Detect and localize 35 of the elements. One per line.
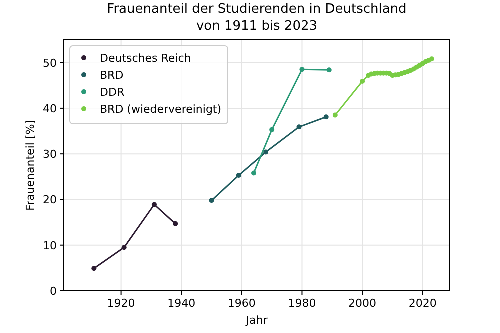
x-axis-title: Jahr [245, 314, 268, 327]
point [209, 198, 214, 204]
point [324, 114, 329, 120]
y-tick-label: 20 [43, 194, 57, 207]
y-tick-label: 10 [43, 239, 57, 252]
point [332, 112, 338, 118]
point [326, 68, 332, 73]
legend-label: BRD (wiedervereinigt) [100, 103, 222, 116]
y-tick-label: 40 [43, 102, 57, 116]
legend-label: BRD [100, 69, 124, 82]
point [92, 266, 97, 272]
point [173, 221, 178, 226]
y-axis-title: Frauenanteil [%] [24, 120, 37, 211]
y-tick-label: 50 [43, 56, 57, 70]
point [270, 127, 275, 132]
x-tick-label: 1920 [107, 297, 136, 310]
point [264, 150, 269, 155]
y-tick-label: 0 [50, 285, 57, 298]
y-tick-label: 30 [43, 148, 57, 162]
x-tick-label: 2000 [348, 297, 377, 310]
point [300, 67, 305, 72]
point [122, 245, 127, 250]
point [152, 202, 157, 208]
legend-label: Deutsches Reich [100, 52, 192, 65]
point [429, 56, 434, 62]
point [236, 173, 242, 178]
legend-label: DDR [100, 86, 125, 99]
point [296, 124, 302, 130]
x-tick-label: 1960 [228, 297, 256, 310]
point [360, 79, 366, 84]
x-tick-label: 1980 [288, 297, 316, 310]
x-tick-label: 1940 [168, 297, 196, 310]
x-tick-label: 2020 [408, 297, 437, 310]
chart-title: Frauenanteil der Studierenden in Deutschland von 1911 bis 2023 [107, 2, 407, 34]
point [251, 170, 256, 176]
